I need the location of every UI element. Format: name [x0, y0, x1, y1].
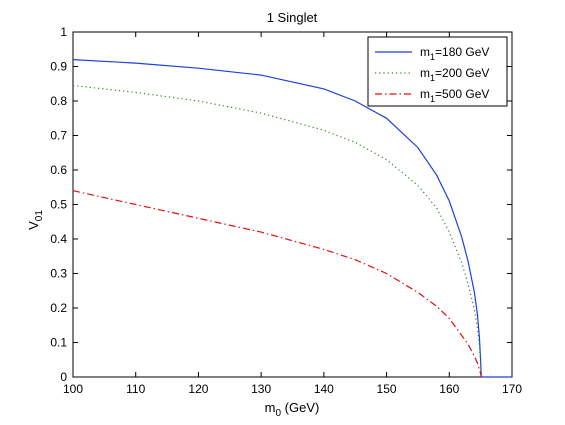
legend-entry-1: m1=180 GeV: [420, 45, 489, 62]
y-tick-label-0.9: 0.9: [50, 60, 67, 74]
legend-entry-2: m1=200 GeV: [420, 66, 489, 83]
y-axis-label: V01: [26, 210, 45, 230]
series-line-1: [72, 59, 482, 378]
x-tick-label-170: 170: [502, 382, 522, 396]
x-tick-label-140: 140: [314, 382, 334, 396]
axis-ticks: 100 110 120 130 140 150 160 170 0 0.1 0.2 0.3 0.4 0.5…: [50, 25, 522, 396]
y-tick-label-0.7: 0.7: [50, 129, 67, 143]
x-tick-label-130: 130: [251, 382, 271, 396]
y-tick-label-0.4: 0.4: [50, 232, 67, 246]
y-tick-label-0.5: 0.5: [50, 198, 67, 212]
y-tick-label-0.2: 0.2: [50, 301, 67, 315]
x-tick-label-100: 100: [63, 382, 83, 396]
series-group: [72, 59, 512, 378]
series-line-2: [72, 84, 482, 378]
series-line-3: [72, 190, 482, 378]
x-tick-label-150: 150: [377, 382, 397, 396]
x-tick-label-110: 110: [126, 382, 145, 396]
x-tick-label-120: 120: [188, 382, 208, 396]
y-axis-label-group: V01: [26, 210, 45, 230]
y-tick-label-1: 1: [60, 25, 67, 39]
y-tick-label-0: 0: [60, 370, 67, 384]
y-tick-label-0.1: 0.1: [50, 336, 67, 350]
y-tick-label-0.3: 0.3: [50, 267, 67, 281]
x-axis-label: m0 (GeV): [265, 400, 320, 419]
x-tick-label-160: 160: [439, 382, 459, 396]
legend: m1=180 GeV m1=200 GeV m1=500 GeV: [367, 36, 508, 107]
legend-entry-3: m1=500 GeV: [420, 87, 489, 104]
y-tick-label-0.6: 0.6: [50, 163, 67, 177]
y-tick-label-0.8: 0.8: [50, 94, 67, 108]
chart-title: 1 Singlet: [267, 10, 318, 25]
